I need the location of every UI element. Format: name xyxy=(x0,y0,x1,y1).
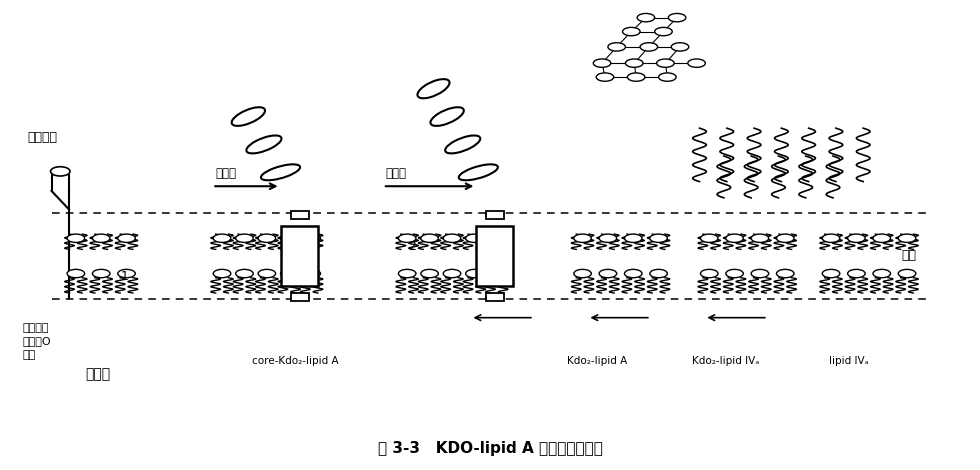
Circle shape xyxy=(726,269,744,278)
Bar xyxy=(486,211,504,219)
Ellipse shape xyxy=(445,135,480,153)
Text: 多聚醇: 多聚醇 xyxy=(216,167,236,180)
Circle shape xyxy=(657,59,674,67)
Circle shape xyxy=(650,269,667,278)
Text: 内膜: 内膜 xyxy=(902,250,916,262)
Circle shape xyxy=(596,73,613,81)
Circle shape xyxy=(701,269,718,278)
Circle shape xyxy=(873,269,891,278)
Circle shape xyxy=(655,27,672,36)
Circle shape xyxy=(751,269,768,278)
Text: 膜结合脂
连接的O
抗原: 膜结合脂 连接的O 抗原 xyxy=(23,323,51,360)
Text: Kdo₂-lipid IVₐ: Kdo₂-lipid IVₐ xyxy=(692,356,760,366)
Text: core-Kdo₂-lipid A: core-Kdo₂-lipid A xyxy=(252,356,338,366)
Bar xyxy=(486,293,504,301)
Circle shape xyxy=(488,234,506,243)
Circle shape xyxy=(625,59,643,67)
Circle shape xyxy=(466,234,483,243)
Ellipse shape xyxy=(231,107,265,126)
Circle shape xyxy=(214,269,231,278)
Circle shape xyxy=(624,234,642,243)
Circle shape xyxy=(671,43,689,51)
Text: 连接酶: 连接酶 xyxy=(386,167,407,180)
Circle shape xyxy=(466,269,483,278)
Ellipse shape xyxy=(417,79,450,98)
Circle shape xyxy=(726,234,744,243)
Circle shape xyxy=(399,269,416,278)
Circle shape xyxy=(303,234,320,243)
Circle shape xyxy=(51,167,70,176)
Circle shape xyxy=(873,234,891,243)
Circle shape xyxy=(67,269,84,278)
Circle shape xyxy=(899,234,916,243)
Circle shape xyxy=(443,234,461,243)
Circle shape xyxy=(420,269,438,278)
Circle shape xyxy=(235,269,253,278)
Circle shape xyxy=(640,43,658,51)
Circle shape xyxy=(899,269,916,278)
Circle shape xyxy=(280,234,298,243)
Circle shape xyxy=(622,27,640,36)
Circle shape xyxy=(488,269,506,278)
Circle shape xyxy=(659,73,676,81)
Ellipse shape xyxy=(459,164,498,180)
Bar xyxy=(291,293,309,301)
Bar xyxy=(281,226,318,286)
Circle shape xyxy=(822,269,840,278)
Circle shape xyxy=(280,269,298,278)
Circle shape xyxy=(258,234,275,243)
Circle shape xyxy=(235,234,253,243)
Circle shape xyxy=(258,269,275,278)
Circle shape xyxy=(627,73,645,81)
Text: Kdo₂-lipid A: Kdo₂-lipid A xyxy=(567,356,627,366)
Text: 2: 2 xyxy=(408,240,416,253)
Circle shape xyxy=(118,234,135,243)
Circle shape xyxy=(420,234,438,243)
Circle shape xyxy=(593,59,611,67)
Circle shape xyxy=(776,234,794,243)
Circle shape xyxy=(67,234,84,243)
Circle shape xyxy=(751,234,768,243)
Circle shape xyxy=(443,269,461,278)
Ellipse shape xyxy=(261,164,300,180)
Circle shape xyxy=(848,269,865,278)
Circle shape xyxy=(822,234,840,243)
Circle shape xyxy=(118,269,135,278)
Circle shape xyxy=(599,269,616,278)
Circle shape xyxy=(574,234,591,243)
Circle shape xyxy=(92,269,110,278)
Circle shape xyxy=(214,234,231,243)
Circle shape xyxy=(624,269,642,278)
Bar xyxy=(476,226,514,286)
Circle shape xyxy=(303,269,320,278)
Bar xyxy=(291,211,309,219)
Text: 周质间隙: 周质间隙 xyxy=(27,131,57,144)
Circle shape xyxy=(776,269,794,278)
Circle shape xyxy=(608,43,625,51)
Circle shape xyxy=(701,234,718,243)
Circle shape xyxy=(637,14,655,22)
Circle shape xyxy=(92,234,110,243)
Ellipse shape xyxy=(246,135,281,153)
Circle shape xyxy=(599,234,616,243)
Circle shape xyxy=(650,234,667,243)
Ellipse shape xyxy=(430,107,464,126)
Circle shape xyxy=(668,14,686,22)
Text: 图 3-3   KDO-lipid A 合成和跨膜转运: 图 3-3 KDO-lipid A 合成和跨膜转运 xyxy=(377,441,603,456)
Text: 细胞质: 细胞质 xyxy=(85,368,111,381)
Circle shape xyxy=(688,59,706,67)
Circle shape xyxy=(848,234,865,243)
Circle shape xyxy=(399,234,416,243)
Circle shape xyxy=(574,269,591,278)
Text: lipid IVₐ: lipid IVₐ xyxy=(829,356,868,366)
Text: 1: 1 xyxy=(121,270,128,283)
